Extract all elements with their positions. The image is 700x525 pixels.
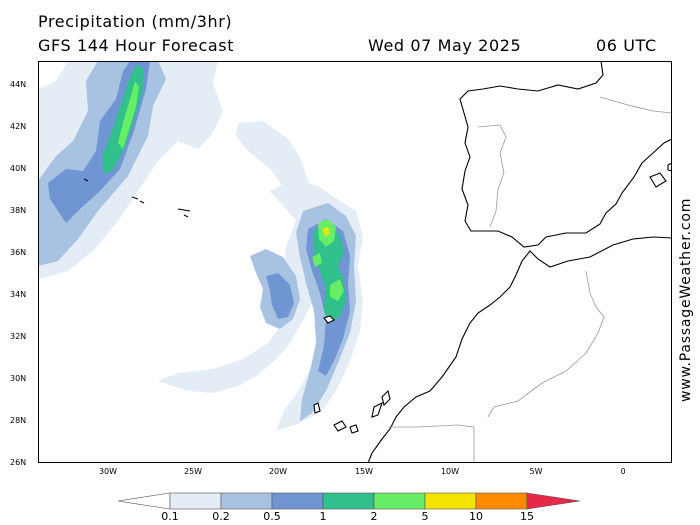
legend-above-15 xyxy=(526,492,581,510)
legend-band-5-10 xyxy=(424,492,477,510)
legend-band-0.5-1 xyxy=(271,492,324,510)
lat-label-44n: 44N xyxy=(10,80,27,89)
passageweather-watermark: www.PassageWeather.com xyxy=(678,197,694,402)
country-borders xyxy=(388,96,672,463)
la-palma-island xyxy=(313,402,321,414)
precip-2-eastern-plume xyxy=(312,219,344,301)
forecast-subtitle: GFS 144 Hour Forecast xyxy=(38,36,235,55)
legend-label-2: 2 xyxy=(370,510,378,523)
mallorca-island xyxy=(649,172,667,188)
lat-label-28n: 28N xyxy=(10,416,27,425)
map-border xyxy=(38,61,672,463)
legend-band-1-2 xyxy=(322,492,375,510)
legend-band-10-15 xyxy=(475,492,528,510)
legend-below-0.1 xyxy=(117,492,171,510)
lon-label-15w: 15W xyxy=(354,467,374,476)
precipitation-layer xyxy=(38,61,363,431)
legend-label-0.2: 0.2 xyxy=(212,510,230,523)
france-spain-border xyxy=(599,96,672,114)
precipitation-legend xyxy=(117,492,581,510)
africa-coastline xyxy=(367,236,672,463)
lon-label-20w: 20W xyxy=(268,467,288,476)
chart-title: Precipitation (mm/3hr) xyxy=(38,12,233,31)
lat-label-30n: 30N xyxy=(10,374,27,383)
madeira-island xyxy=(323,315,335,324)
gran-canaria-island xyxy=(349,424,359,434)
precip-0.5-central-arc xyxy=(266,273,294,319)
lat-label-26n: 26N xyxy=(10,458,27,467)
lon-label-30w: 30W xyxy=(98,467,118,476)
legend-band-0.2-0.5 xyxy=(220,492,273,510)
morocco-algeria-border xyxy=(487,270,605,418)
legend-label-5: 5 xyxy=(421,510,429,523)
forecast-date: Wed 07 May 2025 xyxy=(368,36,522,55)
western-sahara-border xyxy=(388,424,475,428)
lat-label-36n: 36N xyxy=(10,248,27,257)
land-layer xyxy=(313,61,672,463)
lat-label-34n: 34N xyxy=(10,290,27,299)
legend-label-1: 1 xyxy=(319,510,327,523)
lon-label-0: 0 xyxy=(620,467,626,476)
legend-label-0.1: 0.1 xyxy=(161,510,179,523)
lon-label-25w: 25W xyxy=(183,467,203,476)
legend-label-0.5: 0.5 xyxy=(263,510,281,523)
lon-label-5w: 5W xyxy=(529,467,543,476)
lanzarote-island xyxy=(381,389,391,407)
precip-5-eastern-plume xyxy=(322,227,330,237)
portugal-spain-border xyxy=(477,124,507,228)
legend-label-10: 10 xyxy=(469,510,483,523)
lat-label-38n: 38N xyxy=(10,206,27,215)
forecast-run-time: 06 UTC xyxy=(596,36,657,55)
azores-island xyxy=(131,196,145,204)
precip-2-nw-band xyxy=(118,81,139,149)
azores-island-west xyxy=(83,178,89,182)
legend-label-15: 15 xyxy=(520,510,534,523)
iberia-coastline xyxy=(459,61,672,248)
azores-island-east xyxy=(177,208,191,218)
lat-label-32n: 32N xyxy=(10,332,27,341)
tenerife-island xyxy=(333,420,347,432)
legend-band-2-5 xyxy=(373,492,426,510)
lat-label-42n: 42N xyxy=(10,122,27,131)
fuerteventura-island xyxy=(371,401,383,418)
lon-label-10w: 10W xyxy=(440,467,460,476)
legend-band-0.1-0.2 xyxy=(169,492,222,510)
lat-label-40n: 40N xyxy=(10,164,27,173)
western-islands xyxy=(83,178,191,218)
precipitation-map xyxy=(38,61,672,463)
